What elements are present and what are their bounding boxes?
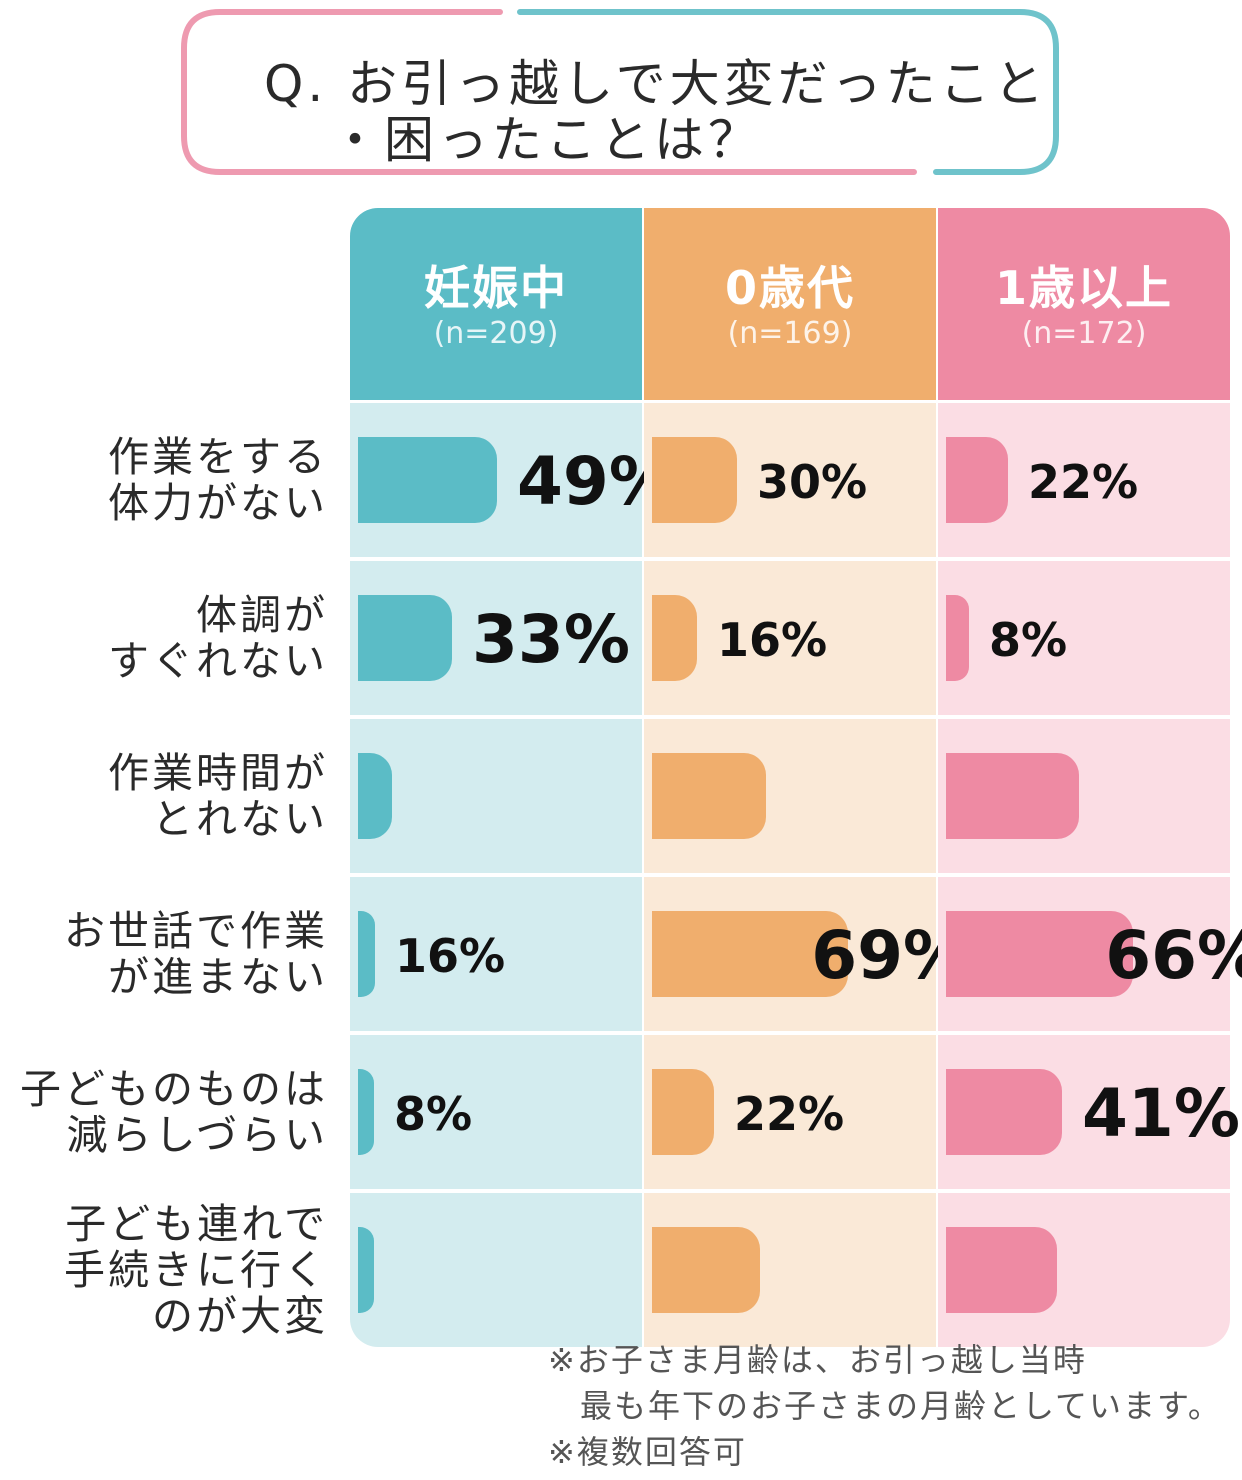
series-sample-size: (n=172) xyxy=(1021,316,1147,351)
row-divider xyxy=(350,1031,1230,1035)
column-header-2: 1歳以上 (n=172) xyxy=(938,208,1230,400)
footnote-1: ※お子さま月齢は、お引っ越し当時 xyxy=(548,1341,1087,1379)
bar xyxy=(652,595,697,681)
row-divider xyxy=(350,1189,1230,1193)
bar xyxy=(652,437,737,523)
data-label: 22% xyxy=(1028,455,1139,509)
cell-bg xyxy=(350,719,642,873)
bar xyxy=(946,595,969,681)
bar xyxy=(358,753,392,839)
data-label: 16% xyxy=(717,613,828,667)
bar xyxy=(946,911,1133,997)
category-label: 作業をする 体力がない xyxy=(108,434,328,526)
bar xyxy=(358,1069,374,1155)
category-label-line: すぐれない xyxy=(108,637,328,685)
category-label-line: お世話で作業 xyxy=(64,907,328,955)
cell-bg xyxy=(938,561,1230,715)
category-label: 体調が すぐれない xyxy=(108,592,328,684)
bar xyxy=(358,595,452,681)
row-divider xyxy=(350,557,1230,561)
series-name: 妊娠中 xyxy=(424,261,568,315)
category-label-line: 体力がない xyxy=(108,479,328,527)
category-label-line: が進まない xyxy=(108,953,328,1001)
category-label: 作業時間が とれない xyxy=(108,750,328,842)
cell-bg xyxy=(350,1193,642,1347)
data-label: 22% xyxy=(734,1087,845,1141)
chart-title-line-1: Q. お引っ越しで大変だったこと xyxy=(264,55,1048,113)
category-label-line: 減らしづらい xyxy=(66,1111,328,1159)
bar xyxy=(652,1227,760,1313)
category-label-line: 体調が xyxy=(196,591,328,639)
category-label: お世話で作業 が進まない xyxy=(64,908,328,1000)
category-label-line: 手続きに行く xyxy=(64,1246,328,1294)
data-label: 41% xyxy=(1082,1075,1240,1152)
category-label-line: 作業時間が xyxy=(108,749,328,797)
series-name: 1歳以上 xyxy=(994,261,1173,315)
bar xyxy=(358,1227,374,1313)
cell-bg xyxy=(350,877,642,1031)
title-frame xyxy=(181,9,1059,175)
data-label: 16% xyxy=(395,929,506,983)
bar xyxy=(652,753,766,839)
chart-title-line-2: ・困ったことは？ xyxy=(330,111,762,169)
category-label-line: 子ども連れで xyxy=(65,1200,328,1248)
series-sample-size: (n=209) xyxy=(433,316,559,351)
bar xyxy=(946,1069,1062,1155)
column-header-0: 妊娠中 (n=209) xyxy=(350,208,642,400)
category-label-line: のが大変 xyxy=(152,1292,328,1340)
bar xyxy=(946,437,1008,523)
category-label-line: とれない xyxy=(152,795,328,843)
footnote-2: 最も年下のお子さまの月齢としています。 xyxy=(580,1387,1222,1425)
data-label: 66% xyxy=(1105,917,1242,994)
data-label: 33% xyxy=(472,601,630,678)
series-sample-size: (n=169) xyxy=(727,316,853,351)
column-header-1: 0歳代 (n=169) xyxy=(644,208,936,400)
data-label: 30% xyxy=(757,455,868,509)
category-label-line: 作業をする xyxy=(108,433,328,481)
row-divider xyxy=(350,873,1230,877)
category-label: 子ども連れで 手続きに行く のが大変 xyxy=(64,1201,328,1339)
bar xyxy=(652,911,848,997)
data-label: 8% xyxy=(394,1087,473,1141)
category-label-line: 子どものものは xyxy=(20,1065,328,1113)
series-name: 0歳代 xyxy=(724,261,855,315)
cell-bg xyxy=(350,1035,642,1189)
row-divider xyxy=(350,715,1230,719)
bar xyxy=(652,1069,714,1155)
bar xyxy=(946,753,1079,839)
bar xyxy=(358,437,497,523)
data-label: 8% xyxy=(989,613,1068,667)
footnote-3: ※複数回答可 xyxy=(548,1433,747,1471)
category-label: 子どものものは 減らしづらい xyxy=(20,1066,328,1158)
title-box: Q. お引っ越しで大変だったこと ・困ったことは？ xyxy=(180,8,1060,176)
bar xyxy=(946,1227,1057,1313)
bar xyxy=(358,911,375,997)
